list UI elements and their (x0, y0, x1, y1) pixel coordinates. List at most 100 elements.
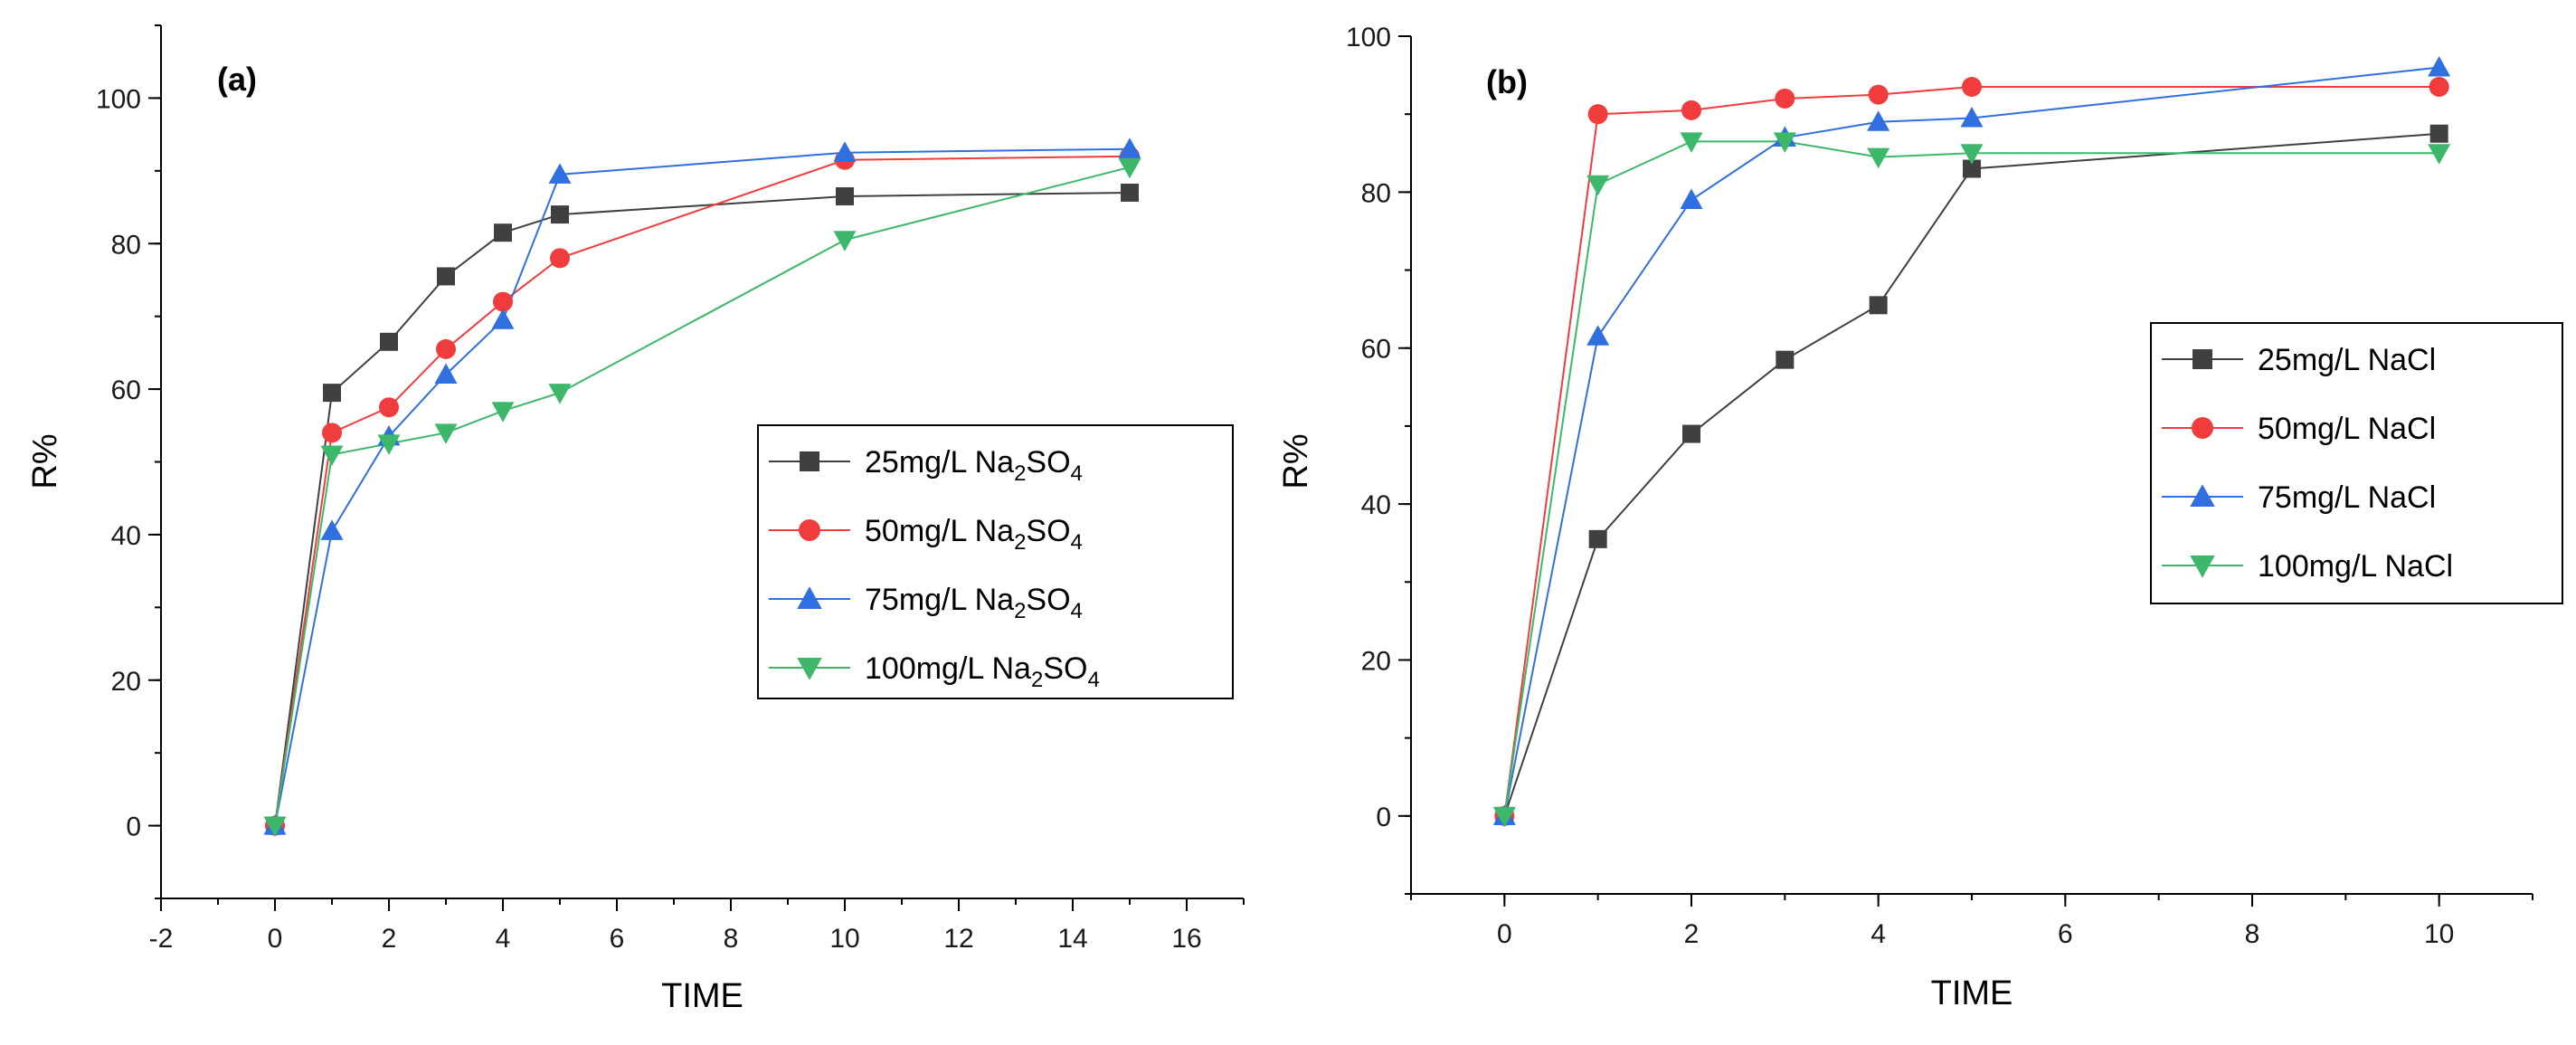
data-point (1682, 424, 1700, 443)
chart-panel-a: -2 0 2 4 6 8 10 12 14 16 0 20 40 60 80 100 TIME R% (a) 25mg… (26, 24, 1245, 1015)
x-tick-label: 14 (1057, 924, 1087, 954)
data-point (1963, 159, 1981, 178)
x-tick-label: 0 (1497, 919, 1512, 949)
data-point (377, 434, 401, 455)
data-point (2429, 77, 2449, 98)
legend-marker (799, 519, 820, 541)
data-point (436, 338, 456, 359)
series-line (274, 166, 1131, 826)
x-tick-label: 8 (724, 924, 739, 954)
data-point (1868, 84, 1889, 105)
data-point (1773, 132, 1796, 153)
data-point (494, 223, 512, 242)
x-tick-label: 8 (2245, 919, 2260, 949)
x-axis-label: TIME (661, 977, 743, 1015)
data-point (551, 205, 569, 224)
data-point (263, 816, 287, 838)
data-point (322, 423, 342, 443)
x-axis-label: TIME (1931, 974, 2013, 1012)
data-point (1869, 296, 1888, 315)
y-tick-label: 40 (1361, 490, 1391, 520)
legend-marker (2192, 417, 2213, 439)
legend-marker (2192, 349, 2212, 369)
y-axis-label: R% (26, 433, 64, 489)
y-tick-label: 20 (1361, 646, 1391, 676)
data-point (1121, 183, 1139, 202)
legend-marker (2190, 556, 2215, 578)
data-point (323, 384, 341, 403)
data-point (1588, 529, 1607, 548)
x-tick-label: 10 (2424, 919, 2454, 949)
data-point (1587, 104, 1608, 125)
x-tick-label: 16 (1171, 924, 1201, 954)
x-tick-label: 2 (382, 924, 397, 954)
data-point (1867, 110, 1890, 131)
legend-label: 50mg/L NaCl (2258, 412, 2436, 446)
data-point (836, 186, 854, 205)
legend-label: 100mg/L NaCl (2258, 549, 2453, 584)
data-point (379, 397, 399, 418)
data-point (1680, 132, 1703, 153)
y-tick-label: 20 (111, 667, 141, 697)
data-point (434, 363, 458, 384)
series-line (274, 155, 1131, 826)
data-point (550, 248, 570, 269)
data-point (548, 384, 572, 404)
x-tick-label: 2 (1684, 919, 1700, 949)
y-tick-label: 80 (1361, 178, 1391, 208)
y-tick-label: 100 (96, 84, 141, 114)
data-point (437, 267, 455, 286)
legend-marker (2190, 484, 2215, 507)
legend-marker (800, 451, 819, 471)
data-point (2429, 124, 2448, 143)
data-point (1680, 188, 1703, 209)
data-point (1775, 88, 1795, 109)
y-tick-label: 60 (1361, 335, 1391, 365)
x-tick-label: 10 (829, 924, 859, 954)
y-tick-label: 0 (126, 812, 141, 842)
data-point (2428, 55, 2451, 77)
legend-label: 75mg/L NaCl (2258, 480, 2436, 515)
data-point (2428, 144, 2451, 165)
y-tick-label: 80 (111, 230, 141, 260)
y-axis-label: R% (1277, 433, 1315, 489)
y-tick-label: 40 (111, 521, 141, 551)
x-tick-label: -2 (149, 924, 174, 954)
legend-label: 25mg/L NaCl (2258, 343, 2436, 377)
data-point (434, 423, 458, 444)
legend-label: 75mg/L Na2SO4 (865, 583, 1083, 623)
panel-label: (a) (217, 61, 257, 98)
legend-marker (797, 586, 822, 609)
data-point (380, 332, 398, 351)
legend-box (2150, 322, 2563, 604)
x-tick-label: 4 (1870, 919, 1886, 949)
panel-label: (b) (1486, 63, 1528, 100)
data-point (1960, 144, 1984, 165)
x-tick-label: 0 (268, 924, 283, 954)
data-point (1776, 350, 1795, 369)
data-point (833, 231, 857, 252)
data-point (493, 291, 513, 312)
legend-marker (797, 658, 822, 680)
data-point (491, 402, 515, 423)
data-point (320, 445, 344, 466)
legend-label: 25mg/L Na2SO4 (865, 445, 1083, 486)
data-point (1118, 138, 1141, 158)
y-tick-label: 60 (111, 375, 141, 405)
data-point (1118, 157, 1141, 179)
data-point (1586, 175, 1610, 196)
y-tick-label: 100 (1346, 23, 1391, 52)
legend-box (757, 424, 1234, 699)
data-point (1681, 100, 1701, 120)
legend-label: 50mg/L Na2SO4 (865, 514, 1083, 555)
data-point (548, 163, 572, 184)
data-point (1586, 325, 1610, 346)
data-point (1960, 106, 1984, 128)
legend-label: 100mg/L Na2SO4 (865, 651, 1100, 692)
data-point (1492, 806, 1516, 828)
x-tick-label: 4 (496, 924, 511, 954)
data-point (320, 519, 344, 540)
y-tick-label: 0 (1376, 803, 1391, 832)
series-line (274, 191, 1131, 826)
